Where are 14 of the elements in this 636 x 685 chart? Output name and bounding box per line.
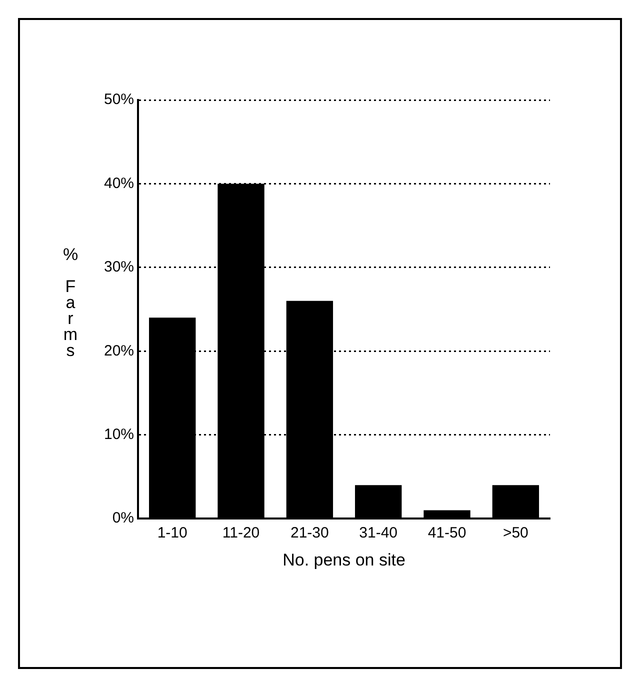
y-tick-label: 10%: [104, 426, 134, 444]
x-axis-title: No. pens on site: [282, 550, 406, 570]
y-tick-label: 20%: [104, 342, 134, 360]
x-tick-label: 11-20: [222, 524, 260, 542]
x-tick-label: 21-30: [290, 524, 329, 542]
y-tick-label: 40%: [104, 174, 134, 192]
y-tick-label: 50%: [104, 91, 134, 108]
x-tick-label: 31-40: [359, 524, 398, 542]
x-tick-label: 41-50: [428, 524, 466, 542]
x-tick-label: 1-10: [157, 524, 188, 542]
y-axis-title: % Farms: [61, 245, 80, 357]
y-tick-label: 30%: [104, 258, 134, 276]
x-tick-label: >50: [502, 524, 528, 542]
y-tick-label: 0%: [112, 510, 134, 527]
